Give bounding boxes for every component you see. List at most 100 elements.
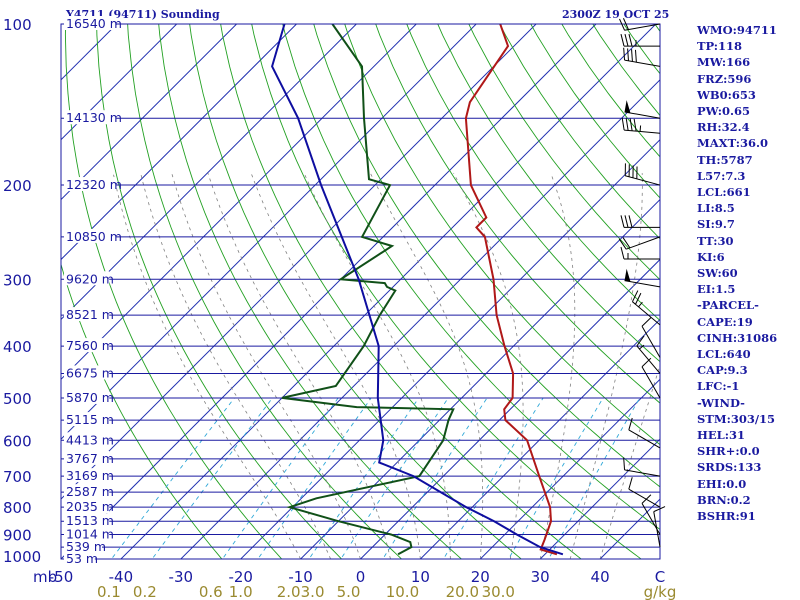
- temperature-tick-label: 20: [471, 568, 490, 586]
- mixing-ratio-tick-label: 0.6: [199, 583, 223, 600]
- wind-barb-flag: [625, 118, 629, 131]
- isotherm-line: [61, 24, 178, 141]
- mixing-ratio-tick-label: 5.0: [337, 583, 361, 600]
- wind-barb-flag: [621, 117, 625, 131]
- wind-barb-flag: [635, 292, 642, 305]
- wind-barb-flag: [628, 477, 633, 490]
- mixing-ratio-line: [442, 397, 544, 559]
- parcel-profile-line: [271, 24, 564, 556]
- mixing-ratio-unit-label: g/kg: [644, 583, 677, 600]
- isotherm-line: [180, 79, 660, 559]
- isotherm-line: [61, 24, 238, 201]
- index-item: CAPE:19: [697, 314, 753, 329]
- height-label-bg: [64, 499, 110, 514]
- wind-barb-flag: [623, 47, 626, 61]
- index-item: TH:5787: [697, 152, 753, 167]
- wind-barb-flag: [622, 237, 631, 249]
- index-item: MAXT:36.0: [697, 136, 768, 151]
- isobars: [61, 23, 660, 560]
- temperature-tick-label: 40: [591, 568, 610, 586]
- mixing-ratio-tick-label: 3.0: [301, 583, 325, 600]
- height-label: 8521 m: [66, 307, 114, 322]
- dewpoint-profile-line: [281, 24, 455, 556]
- index-item: SHR+:0.0: [697, 444, 760, 459]
- mixing-ratio-line: [382, 397, 488, 559]
- wind-barb-staff: [624, 59, 661, 67]
- wind-barb-flag: [629, 118, 633, 131]
- pressure-tick-label: 800: [3, 499, 32, 517]
- height-label: 14130 m: [66, 110, 122, 125]
- height-label-bg: [64, 16, 117, 30]
- height-label: 5115 m: [66, 412, 114, 427]
- height-label: 539 m: [66, 539, 106, 554]
- index-item: WB0:653: [697, 87, 756, 102]
- chart-title-datetime: 2300Z 19 OCT 25: [562, 8, 670, 21]
- index-item: LFC:-1: [697, 379, 740, 394]
- mixing-ratio-tick-label: 10.0: [386, 583, 419, 600]
- height-label-bg: [64, 526, 110, 541]
- height-label-bg: [64, 412, 110, 427]
- pressure-tick-label: 400: [3, 338, 32, 356]
- wind-barb-staff: [641, 326, 661, 358]
- isotherm-line: [61, 24, 477, 440]
- wind-barb-staff: [624, 129, 661, 134]
- wind-barb-staff: [624, 23, 661, 31]
- mixing-ratio-line: [257, 397, 372, 559]
- index-item: WMO:94711: [697, 23, 777, 37]
- height-label-bg: [64, 551, 95, 565]
- index-item: SW:60: [697, 266, 738, 281]
- y-axis-unit-label: mb: [33, 568, 57, 586]
- mixing-ratio-line: [151, 397, 273, 559]
- index-item: -PARCEL-: [697, 298, 759, 313]
- wind-barb-staff: [632, 301, 661, 326]
- index-item: KI:6: [697, 249, 725, 264]
- wind-barb-half-flag: [639, 125, 642, 132]
- index-item: LCL:640: [697, 347, 751, 362]
- height-label: 10850 m: [66, 229, 122, 244]
- wind-barb-flag: [636, 335, 645, 347]
- isotherm-line: [120, 24, 657, 559]
- mixing-ratio-line: [308, 397, 420, 559]
- wind-barb-flag: [641, 317, 652, 327]
- height-label: 3169 m: [66, 468, 114, 483]
- index-item: -WIND-: [697, 395, 745, 410]
- wind-barb-flag: [633, 118, 637, 132]
- temperature-tick-label: -10: [288, 568, 313, 586]
- index-item: LCL:661: [697, 185, 751, 200]
- isotherm-line: [239, 138, 660, 559]
- height-label-bg: [64, 450, 110, 465]
- wind-barb-flag: [634, 49, 637, 63]
- wind-barb-staff: [625, 175, 661, 186]
- index-item: EHI:0.0: [697, 476, 747, 491]
- pressure-tick-label: 300: [3, 271, 32, 289]
- wind-barb-staff: [624, 280, 661, 288]
- wind-barb-flag: [623, 457, 626, 470]
- indices-panel: WMO:94711 TP:118 MW:166 FRZ:596 WB0:653 PW:0.…: [697, 22, 797, 524]
- index-item: SRDS:133: [697, 460, 762, 475]
- mixing-ratio-tick-label: 0.2: [133, 583, 157, 600]
- moist-adiabat-line: [112, 173, 301, 559]
- temperature-tick-label: -30: [169, 568, 194, 586]
- pressure-tick-label: 100: [3, 16, 32, 34]
- wind-barb-flag: [631, 49, 633, 62]
- wind-barb-half-flag: [638, 301, 643, 308]
- wind-barb-pennant: [624, 268, 631, 282]
- wind-barb-flag: [628, 34, 633, 47]
- moist-adiabat-line: [250, 172, 421, 559]
- height-label-bg: [64, 307, 110, 322]
- wind-barb-flag: [627, 48, 629, 61]
- height-label: 16540 m: [66, 16, 122, 31]
- index-item: BSHR:91: [697, 509, 756, 524]
- mixing-ratio-tick-label: 2.0: [277, 583, 301, 600]
- index-item: FRZ:596: [697, 71, 752, 86]
- index-item: TT:30: [697, 233, 734, 248]
- pressure-tick-label: 600: [3, 432, 32, 450]
- height-label: 2035 m: [66, 499, 114, 514]
- wind-barb-flag: [618, 238, 627, 250]
- profiles: [271, 24, 564, 556]
- temperature-profile-line: [464, 24, 558, 556]
- wind-barb-flag: [653, 506, 666, 513]
- wind-barb-staff: [636, 345, 661, 374]
- index-item: L57:7.3: [697, 168, 746, 183]
- moist-adiabat-line: [171, 172, 361, 559]
